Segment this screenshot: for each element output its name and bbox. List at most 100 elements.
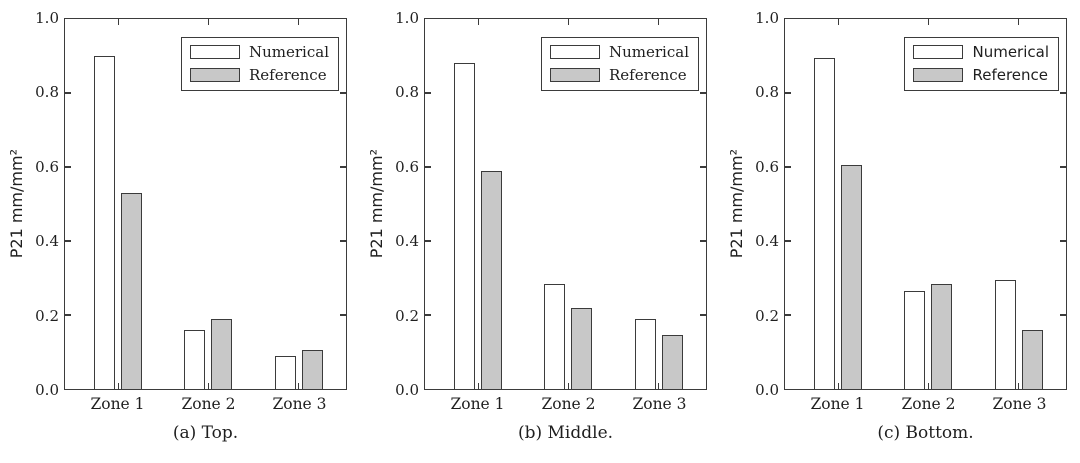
- y-tick-label: 0.0: [755, 381, 779, 399]
- bar-numerical: [274, 355, 296, 389]
- legend: Numerical Reference: [181, 37, 339, 91]
- y-tick-label: 0.2: [755, 306, 779, 325]
- legend-swatch-reference: [190, 68, 240, 82]
- y-tick-mark: [785, 166, 791, 168]
- y-tick-label: 0.4: [755, 232, 779, 251]
- y-tick-mark: [1060, 92, 1066, 94]
- y-tick-mark: [700, 92, 706, 94]
- bar-group: [183, 19, 233, 389]
- y-axis-label-wrap: P21 mm/mm²: [724, 18, 748, 390]
- bar-numerical: [454, 63, 476, 389]
- bar-reference: [931, 283, 953, 389]
- y-tick-label: 0.0: [35, 381, 59, 399]
- legend-label: Reference: [609, 66, 687, 84]
- y-tick-mark: [1060, 166, 1066, 168]
- bar-group: [903, 19, 953, 389]
- legend-label: Numerical: [972, 43, 1049, 61]
- bar-reference: [661, 335, 683, 389]
- plot-area: Numerical Reference: [784, 18, 1067, 390]
- x-tick-mark: [117, 19, 119, 25]
- x-tick-label: Zone 2: [901, 395, 956, 413]
- y-tick-mark: [785, 314, 791, 316]
- y-tick-label: 0.6: [755, 157, 779, 176]
- y-tick-mark: [1060, 314, 1066, 316]
- x-tick-mark: [298, 383, 300, 389]
- x-tick-mark: [207, 19, 210, 25]
- y-tick-labels: 0.0 0.2 0.4 0.6 0.8 1.0: [748, 9, 784, 399]
- y-tick-labels: 0.0 0.2 0.4 0.6 0.8 1.0: [388, 9, 424, 399]
- legend-swatch-reference: [913, 68, 964, 82]
- x-tick-mark: [117, 383, 119, 389]
- legend-swatch-numerical: [913, 45, 964, 59]
- y-tick-label: 0.8: [755, 83, 779, 102]
- bar-group: [994, 19, 1044, 389]
- x-tick-mark: [927, 19, 930, 25]
- y-tick-mark: [65, 92, 71, 94]
- bar-numerical: [94, 56, 116, 389]
- x-tick-mark: [477, 383, 479, 389]
- y-tick-mark: [65, 166, 71, 168]
- plot-column: Numerical Reference Zone 1 Zone 2 Zone 3 (b…: [424, 18, 707, 443]
- bar-reference: [571, 307, 593, 389]
- legend-swatch-numerical: [550, 45, 600, 59]
- y-tick-label: 0.2: [35, 306, 59, 325]
- plot-column: Numerical Reference Zone 1 Zone 2 Zone 3 (a…: [64, 18, 347, 443]
- plot-area: Numerical Reference: [64, 18, 347, 390]
- x-tick-mark: [927, 383, 930, 389]
- x-tick-label: Zone 3: [992, 395, 1047, 413]
- bar-reference: [301, 350, 323, 389]
- y-tick-label: 0.8: [35, 83, 59, 102]
- legend-label: Numerical: [249, 43, 329, 61]
- y-tick-label: 1.0: [35, 9, 59, 27]
- bar-numerical: [904, 290, 926, 389]
- y-tick-label: 0.2: [395, 306, 419, 325]
- y-tick-mark: [340, 92, 346, 94]
- x-tick-labels: Zone 1 Zone 2 Zone 3: [64, 390, 347, 413]
- legend-entry-reference: Reference: [190, 66, 329, 84]
- legend-label: Reference: [972, 66, 1049, 84]
- y-axis-label-wrap: P21 mm/mm²: [364, 18, 388, 390]
- y-tick-mark: [785, 92, 791, 94]
- x-tick-labels: Zone 1 Zone 2 Zone 3: [424, 390, 707, 413]
- y-tick-label: 0.8: [395, 83, 419, 102]
- bar-reference: [1021, 329, 1043, 389]
- bar-numerical: [544, 283, 566, 389]
- y-tick-label: 1.0: [395, 9, 419, 27]
- y-tick-mark: [700, 314, 706, 316]
- x-tick-mark: [837, 383, 839, 389]
- x-tick-label: Zone 1: [450, 395, 505, 413]
- subplot-bottom: P21 mm/mm² 0.0 0.2 0.4 0.6 0.8 1.0 Numerical R…: [720, 0, 1080, 443]
- legend-swatch-numerical: [190, 45, 240, 59]
- y-axis-label: P21 mm/mm²: [726, 149, 746, 259]
- x-tick-mark: [207, 383, 210, 389]
- subplot-caption: (b) Middle.: [517, 423, 614, 443]
- y-tick-label: 0.4: [395, 232, 419, 251]
- bar-group: [453, 19, 503, 389]
- y-tick-mark: [65, 314, 71, 316]
- subplot-top: P21 mm/mm² 0.0 0.2 0.4 0.6 0.8 1.0 Numerical R…: [0, 0, 360, 443]
- legend-entry-numerical: Numerical: [550, 43, 689, 61]
- x-tick-mark: [477, 19, 479, 25]
- y-tick-mark: [340, 240, 346, 242]
- y-tick-label: 0.6: [35, 157, 59, 176]
- legend-entry-numerical: Numerical: [190, 43, 329, 61]
- x-tick-label: Zone 1: [810, 395, 865, 413]
- x-tick-label: Zone 3: [632, 395, 687, 413]
- y-axis-label-wrap: P21 mm/mm²: [4, 18, 28, 390]
- subplot-caption: (c) Bottom.: [877, 423, 974, 443]
- y-tick-mark: [425, 240, 431, 242]
- y-tick-mark: [425, 92, 431, 94]
- subplot-caption: (a) Top.: [172, 423, 239, 443]
- bar-numerical: [814, 57, 836, 389]
- legend-label: Numerical: [609, 43, 689, 61]
- legend: Numerical Reference: [541, 37, 699, 91]
- x-tick-label: Zone 1: [90, 395, 145, 413]
- y-axis-label: P21 mm/mm²: [6, 149, 26, 259]
- bar-numerical: [994, 279, 1016, 389]
- y-tick-mark: [425, 166, 431, 168]
- x-tick-label: Zone 3: [272, 395, 327, 413]
- bar-reference: [481, 170, 503, 389]
- plot-column: Numerical Reference Zone 1 Zone 2 Zone 3 (c…: [784, 18, 1067, 443]
- legend-swatch-reference: [550, 68, 600, 82]
- x-tick-mark: [298, 19, 300, 25]
